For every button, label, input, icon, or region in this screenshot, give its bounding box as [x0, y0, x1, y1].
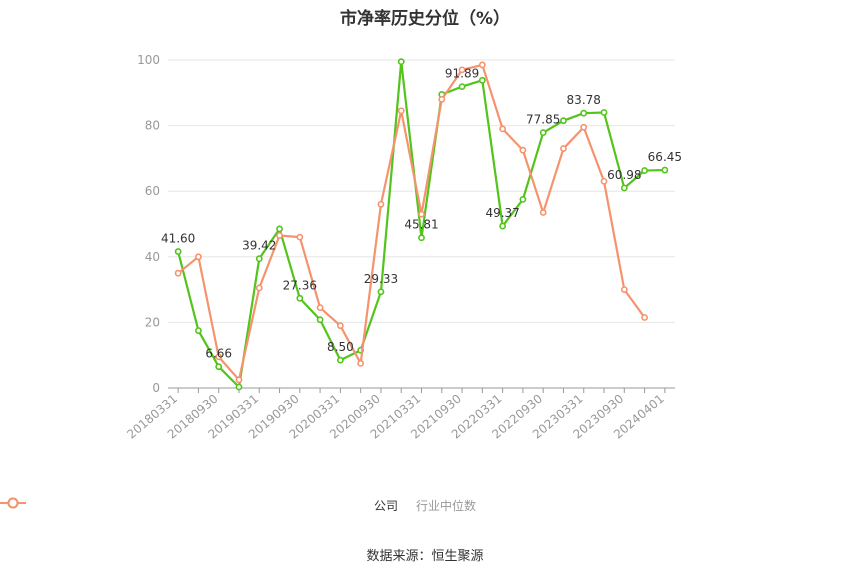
data-point-company [641, 167, 648, 174]
data-label-company: 45.81 [404, 218, 438, 232]
data-point-industry [519, 146, 527, 154]
data-point-industry [397, 107, 405, 115]
data-point-company [235, 383, 243, 391]
data-label-company: 60.98 [607, 168, 641, 182]
gridlines [168, 59, 675, 323]
data-point-company [174, 248, 182, 255]
data-point-industry [478, 61, 486, 69]
data-point-industry [255, 284, 263, 292]
data-point-industry [600, 177, 608, 185]
legend-item-company[interactable]: 公司 [0, 497, 398, 514]
data-point-industry [458, 66, 466, 74]
data-point-industry [174, 269, 182, 277]
data-point-company [255, 255, 263, 263]
data-label-company: 39.42 [242, 239, 276, 253]
data-label-company: 41.60 [161, 232, 195, 246]
data-point-company [336, 356, 344, 364]
data-labels: 41.60 6.66 39.42 27.36 8.50 29.33 45.81 91.89 49… [161, 67, 682, 361]
data-point-company [600, 109, 608, 116]
data-label-company: 29.33 [364, 272, 398, 286]
data-point-company [418, 234, 425, 242]
y-tick-label: 0 [152, 381, 160, 395]
data-point-industry [560, 145, 567, 152]
data-point-company [296, 294, 304, 302]
legend-industry-marker-icon [0, 497, 26, 509]
y-tick-label: 40 [145, 250, 160, 264]
data-label-company: 8.50 [327, 340, 354, 354]
data-point-company [215, 363, 223, 371]
data-point-industry [357, 359, 365, 367]
data-label-company: 49.37 [485, 206, 519, 220]
legend: 公司 行业中位数 [0, 497, 850, 514]
data-point-company [377, 288, 385, 296]
data-point-company [195, 327, 202, 334]
data-point-industry [418, 210, 425, 218]
data-point-company [478, 76, 486, 84]
data-point-industry [438, 95, 446, 103]
data-label-company: 66.45 [648, 150, 682, 164]
data-label-company: 77.85 [526, 113, 560, 127]
data-point-company [458, 83, 466, 91]
data-point-industry [296, 233, 304, 241]
data-point-company [499, 222, 507, 230]
data-point-company [620, 184, 628, 192]
data-label-company: 83.78 [567, 93, 601, 107]
data-point-industry [276, 232, 283, 239]
data-point-company [580, 109, 588, 117]
legend-industry-label: 行业中位数 [416, 499, 477, 513]
data-point-company [397, 58, 405, 66]
data-point-industry [316, 304, 324, 312]
data-point-company [661, 166, 669, 174]
legend-company-label: 公司 [373, 499, 398, 513]
data-point-company [519, 195, 527, 203]
data-point-industry [539, 209, 547, 216]
data-point-industry [620, 286, 628, 293]
data-point-industry [499, 125, 507, 133]
data-source: 数据来源：恒生聚源 [366, 549, 484, 564]
data-point-industry [195, 253, 202, 261]
data-label-company: 91.89 [445, 67, 479, 81]
legend-item-industry[interactable]: 行业中位数 [0, 497, 477, 514]
data-point-industry [336, 322, 344, 330]
data-point-company [316, 316, 324, 324]
data-point-company [276, 225, 283, 233]
y-tick-label: 100 [137, 53, 160, 67]
series-layer [174, 58, 669, 391]
data-point-industry [641, 314, 648, 321]
data-point-industry [580, 123, 588, 131]
data-label-company: 27.36 [283, 278, 317, 292]
data-point-company [560, 117, 567, 125]
chart-title: 市净率历史分位（%） [339, 9, 511, 29]
data-point-company [539, 129, 547, 137]
series-line-industry [177, 63, 646, 381]
data-label-company: 6.66 [205, 347, 232, 361]
y-tick-label: 20 [145, 315, 160, 329]
y-tick-label: 60 [145, 184, 160, 198]
data-point-industry [377, 200, 385, 208]
y-tick-label: 80 [145, 119, 160, 133]
data-point-industry [215, 353, 223, 361]
data-point-industry [235, 376, 243, 384]
